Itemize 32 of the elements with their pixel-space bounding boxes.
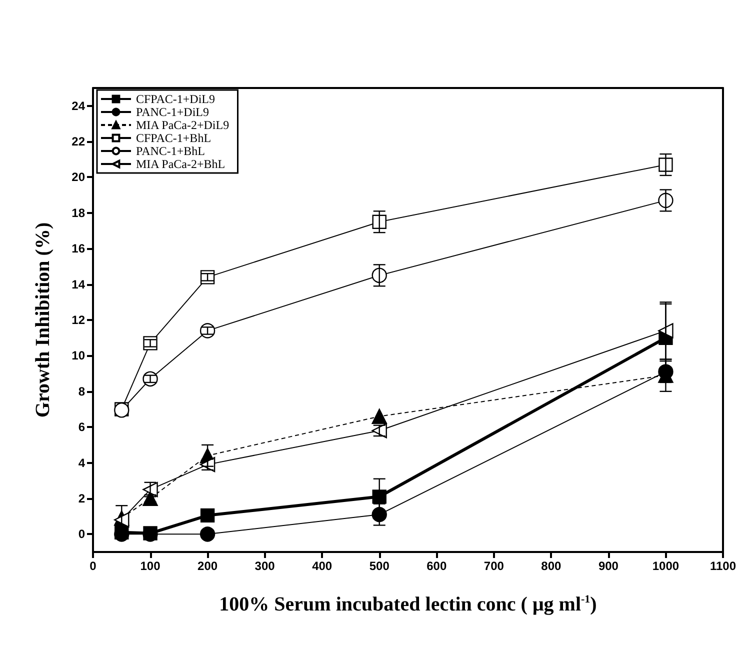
y-tick-label: 10 xyxy=(72,348,86,363)
y-tick-label: 0 xyxy=(78,527,86,542)
y-tick-label: 2 xyxy=(78,491,86,506)
y-tick-label: 6 xyxy=(78,420,86,434)
y-tick-label: 24 xyxy=(72,98,86,113)
legend-label: CFPAC-1+DiL9 xyxy=(136,92,216,106)
y-tick-label: 4 xyxy=(78,456,86,470)
y-tick-label: 16 xyxy=(72,242,86,256)
x-tick-label: 0 xyxy=(90,559,97,573)
y-tick-label: 8 xyxy=(78,384,86,398)
x-tick-label: 800 xyxy=(541,559,562,573)
legend-label: MIA PaCa-2+DiL9 xyxy=(136,118,230,132)
y-tick-label: 20 xyxy=(72,170,86,184)
y-tick-label: 22 xyxy=(72,134,86,149)
x-tick-label: 1100 xyxy=(710,559,736,573)
x-tick-label: 700 xyxy=(484,559,504,573)
y-axis-title: Growth Inhibition (%) xyxy=(32,222,54,418)
x-tick-label: 500 xyxy=(369,559,390,573)
legend-label: MIA PaCa-2+BhL xyxy=(136,157,226,171)
x-tick-label: 100 xyxy=(140,559,161,573)
y-tick-label: 18 xyxy=(72,206,86,220)
x-tick-label: 400 xyxy=(312,559,332,573)
legend-label: CFPAC-1+BhL xyxy=(136,131,212,145)
y-tick-label: 14 xyxy=(72,277,86,292)
legend-label: PANC-1+BhL xyxy=(136,144,206,158)
y-tick-label: 12 xyxy=(72,313,86,327)
x-tick-label: 900 xyxy=(598,559,619,573)
x-tick-label: 600 xyxy=(426,559,447,573)
x-tick-label: 1000 xyxy=(652,559,680,573)
legend-label: PANC-1+DiL9 xyxy=(136,105,210,119)
x-tick-label: 200 xyxy=(198,559,218,573)
x-tick-label: 300 xyxy=(254,559,276,573)
